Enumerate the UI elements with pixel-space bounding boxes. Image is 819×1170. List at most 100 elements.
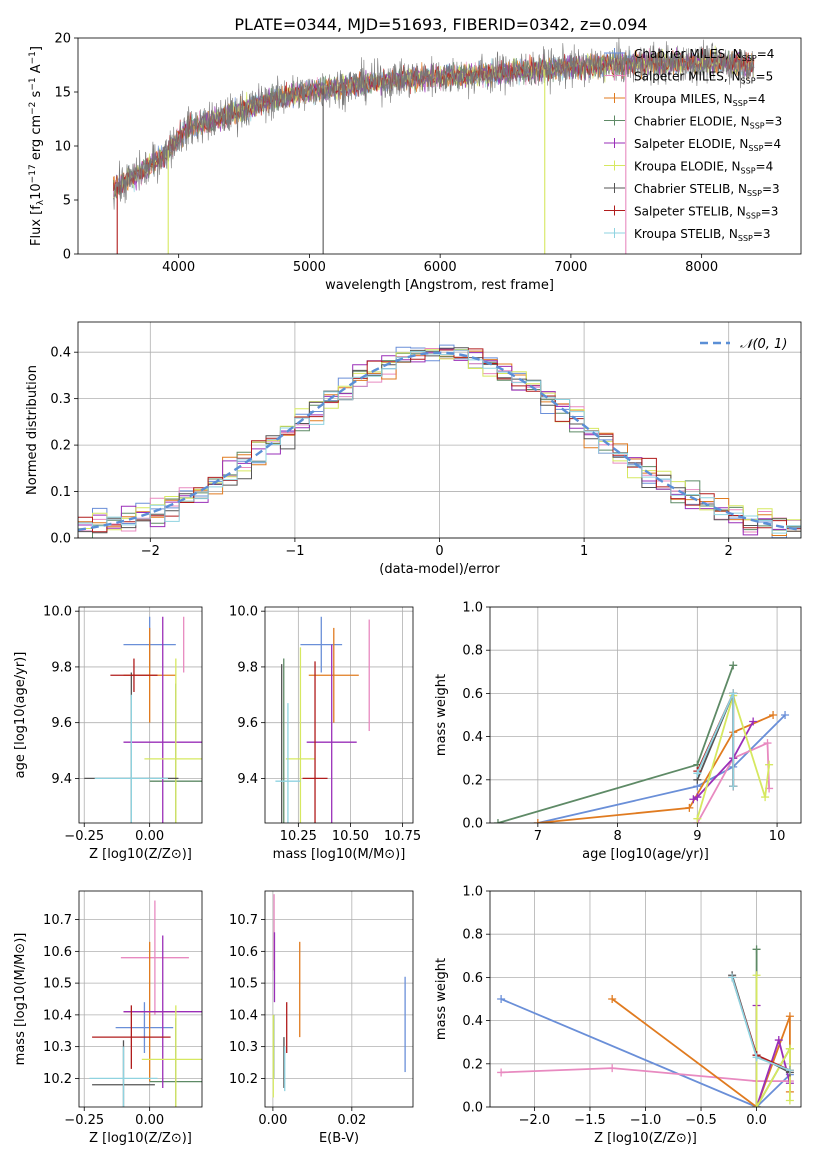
y-tick-label: 9.8 [51, 660, 72, 675]
y-tick-label: 0.4 [462, 730, 483, 745]
weight-marker [749, 717, 758, 726]
weight-marker [493, 819, 502, 823]
weight-line [501, 1067, 790, 1082]
y-tick-label: 1.0 [462, 885, 483, 900]
y-label-part: Flux [f [29, 205, 44, 246]
weight-marker [608, 1064, 617, 1073]
weight-marker [774, 1036, 783, 1045]
x-axis-label: wavelength [Angstrom, rest frame] [325, 278, 554, 293]
weight-marker [685, 803, 694, 812]
y-label-part: −2 [28, 102, 38, 115]
legend-label-tail: =4 [748, 92, 766, 106]
weight-marker [752, 971, 761, 980]
weight-marker [785, 1044, 794, 1053]
legend-label-base: Kroupa STELIB, N [634, 227, 738, 241]
weight-marker [752, 945, 761, 954]
weight-marker [729, 782, 738, 791]
legend-label-tail: =3 [762, 182, 780, 196]
weight_vs_Z-plot-area [497, 945, 794, 1107]
y-axis-label: mass weight [434, 958, 449, 1040]
weight-line [692, 721, 754, 800]
legend-label-tail: =4 [756, 160, 774, 174]
mass_vs_ebv-plot-area [272, 894, 406, 1098]
y-axis-label: mass weight [434, 674, 449, 756]
y-label-part: erg cm [29, 115, 44, 164]
x-axis-label: age [log10(age/yr)] [582, 847, 709, 862]
legend-label-base: Salpeter STELIB, N [634, 205, 746, 219]
y-tick-label: 10.5 [229, 977, 258, 992]
y-tick-label: 15 [54, 86, 71, 101]
figure-title: PLATE=0344, MJD=51693, FIBERID=0342, z=0… [234, 15, 647, 34]
y-tick-label: 0.6 [462, 687, 483, 702]
legend-label-4: Salpeter ELODIE, NSSP=4 [634, 137, 781, 153]
x-tick-label: 9 [693, 829, 701, 844]
weight-marker [781, 711, 790, 719]
legend-label-tail: =3 [765, 115, 783, 129]
axes-frame [264, 606, 414, 824]
x-tick-label: −0.5 [685, 1113, 717, 1128]
y-label-part: 10 [29, 183, 44, 200]
weight-marker [728, 973, 737, 982]
weight-marker [533, 819, 542, 823]
y-tick-label: 1.0 [462, 601, 483, 616]
y-tick-label: 10.3 [229, 1040, 258, 1055]
y-tick-label: 10 [54, 140, 71, 155]
weight-marker [785, 1012, 794, 1021]
weight_vs_age-plot-area [493, 661, 790, 823]
y-tick-label: 0.2 [50, 439, 71, 454]
y-axis-label: age [log10(age/yr)] [13, 652, 28, 779]
axes-frame [489, 606, 802, 824]
y-tick-label: 10.2 [229, 1072, 258, 1087]
y-tick-label: 0.2 [462, 773, 483, 788]
x-tick-label: −1.0 [630, 1113, 662, 1128]
weight-line [696, 692, 770, 819]
axes-frame [78, 890, 203, 1108]
weight-marker [763, 739, 772, 748]
y-tick-label: 10.7 [43, 913, 72, 928]
y-tick-label: 9.8 [237, 660, 258, 675]
y-label-part: −17 [28, 164, 38, 183]
y-tick-label: 10.2 [43, 1072, 72, 1087]
legend-label-tail: =3 [761, 205, 779, 219]
y-label-part: ] [29, 46, 44, 51]
weight-marker [729, 661, 738, 670]
x-axis-label: E(B-V) [319, 1131, 359, 1146]
normal-curve [78, 351, 801, 532]
y-tick-label: 0.2 [462, 1057, 483, 1072]
x-tick-label: 0 [435, 544, 443, 559]
legend-label-base: Kroupa MILES, N [634, 92, 733, 106]
y-axis-label: mass [log10(M/M⊙)] [13, 933, 28, 1066]
legend-label-0: Chabrier MILES, NSSP=4 [634, 47, 774, 63]
x-tick-label: −2.0 [519, 1113, 551, 1128]
legend-label-5: Kroupa ELODIE, NSSP=4 [634, 160, 773, 176]
y-axis-label: Normed distribution [25, 365, 40, 495]
legend-label-tail: =4 [757, 47, 775, 61]
legend-label-base: Chabrier MILES, N [634, 47, 742, 61]
y-tick-label: 0 [63, 248, 71, 263]
legend-label-7: Salpeter STELIB, NSSP=3 [634, 205, 778, 221]
legend-label-sub: SSP [748, 144, 763, 153]
legend-label-sub: SSP [741, 77, 756, 86]
y-tick-label: 0.8 [462, 644, 483, 659]
y-tick-label: 0.4 [50, 346, 71, 361]
legend-label-3: Chabrier ELODIE, NSSP=3 [634, 115, 782, 131]
age_vs_Z-chart: −0.25 0.00 9.4 9.6 9.8 10.0 Z [log10(Z/Z⊙)] age… [13, 605, 203, 862]
x-tick-label: 0.00 [135, 1113, 164, 1128]
y-tick-label: 9.6 [51, 716, 72, 731]
y-label-part: λ [36, 199, 46, 205]
legend-label-sub: SSP [738, 234, 753, 243]
y-label-part: −1 [28, 77, 38, 90]
weight_vs_age-chart: 7 8 9 10 0.0 0.2 0.4 0.6 0.8 1.0 age [log10(age/yr… [434, 601, 802, 862]
x-tick-label: 6000 [424, 260, 457, 275]
observed-spectrum [113, 38, 755, 210]
y-tick-label: 10.3 [43, 1040, 72, 1055]
legend-label-sub: SSP [750, 122, 765, 131]
weight-marker [693, 769, 702, 778]
weight-line [500, 998, 791, 1107]
legend-label-sub: SSP [747, 189, 762, 198]
y-tick-label: 10.6 [43, 945, 72, 960]
x-axis-label: mass [log10(M/M⊙)] [273, 847, 406, 862]
